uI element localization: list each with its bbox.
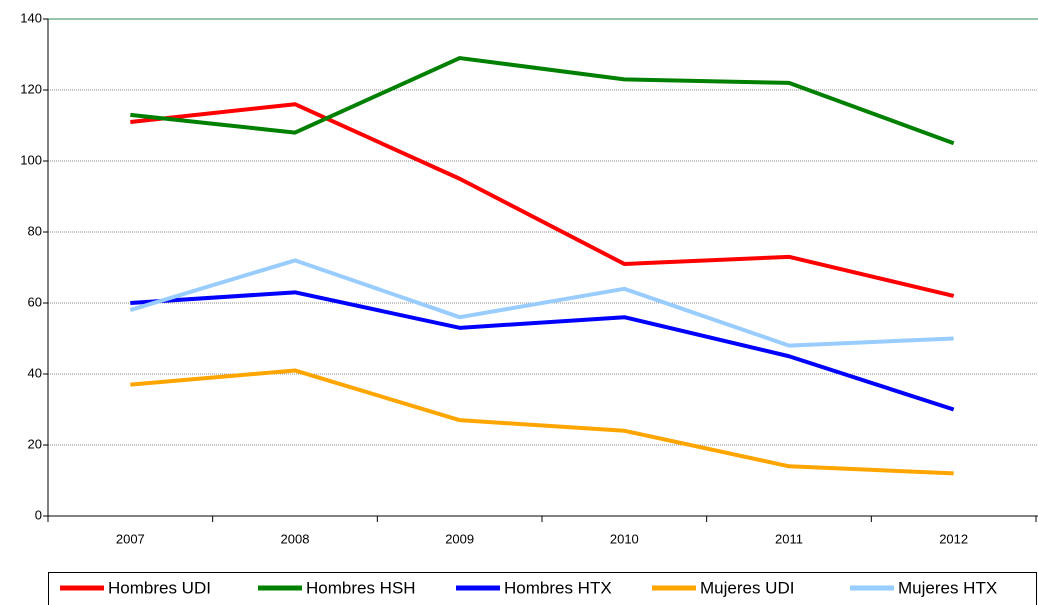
legend-label: Hombres HTX: [504, 578, 612, 597]
legend-label: Mujeres HTX: [898, 578, 997, 597]
y-tick-label: 20: [28, 436, 42, 451]
x-tick-label: 2012: [939, 531, 968, 546]
x-tick-label: 2009: [445, 531, 474, 546]
y-tick-label: 40: [28, 365, 42, 380]
y-tick-label: 140: [20, 10, 42, 25]
y-tick-label: 60: [28, 294, 42, 309]
series-line: [129, 258, 954, 348]
legend-label: Mujeres UDI: [700, 578, 794, 597]
series-line: [130, 290, 955, 412]
series-line: [130, 368, 954, 476]
y-tick-label: 0: [35, 507, 42, 522]
legend-label: Hombres UDI: [108, 578, 211, 597]
x-tick-label: 2007: [116, 531, 145, 546]
x-tick-label: 2011: [775, 531, 803, 546]
x-tick-label: 2008: [281, 531, 310, 546]
x-tick-label: 2010: [610, 531, 639, 546]
y-tick-label: 100: [20, 152, 42, 167]
series-line: [130, 56, 955, 146]
y-tick-label: 120: [20, 81, 42, 96]
series-line: [130, 102, 955, 298]
y-tick-label: 80: [28, 223, 42, 238]
legend-label: Hombres HSH: [306, 578, 416, 597]
